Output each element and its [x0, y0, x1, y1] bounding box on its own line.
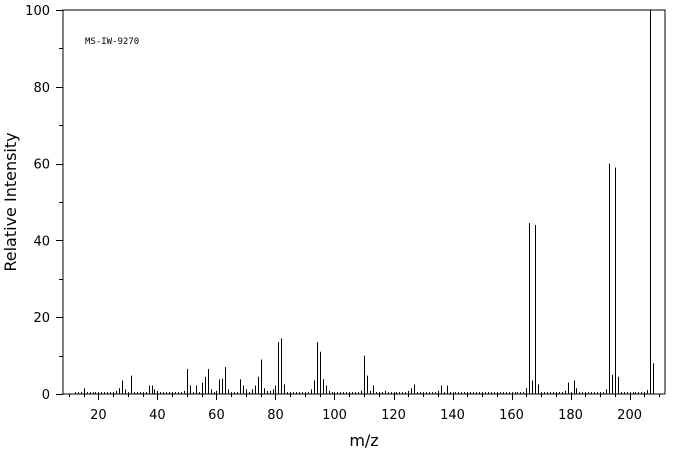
- x-tick-label: 140: [440, 408, 465, 423]
- x-tick-label: 80: [267, 408, 284, 423]
- y-tick-label: 0: [42, 388, 50, 403]
- x-tick-label: 60: [208, 408, 225, 423]
- y-axis-title: Relative Intensity: [1, 132, 20, 271]
- x-tick-label: 200: [617, 408, 642, 423]
- x-tick-label: 120: [381, 408, 406, 423]
- y-tick-label: 20: [33, 311, 50, 326]
- y-tick-label: 100: [25, 4, 50, 19]
- y-tick-label: 40: [33, 234, 50, 249]
- plot-frame: [62, 9, 666, 395]
- y-axis-ticks: 0 20 40 60 80 100: [25, 4, 63, 403]
- spectrum-annotation: MS-IW-9270: [85, 37, 139, 47]
- y-tick-label: 80: [33, 81, 50, 96]
- x-tick-label: 180: [558, 408, 583, 423]
- x-tick-label: 160: [499, 408, 524, 423]
- x-axis-ticks: 20 40 60 80 100 120 140 160 180 200: [69, 394, 660, 423]
- x-axis-title: m/z: [349, 431, 378, 450]
- y-tick-label: 60: [33, 158, 50, 173]
- x-tick-label: 100: [322, 408, 347, 423]
- x-tick-label: 40: [149, 408, 166, 423]
- x-tick-label: 20: [90, 408, 107, 423]
- peak-group: [75, 10, 654, 394]
